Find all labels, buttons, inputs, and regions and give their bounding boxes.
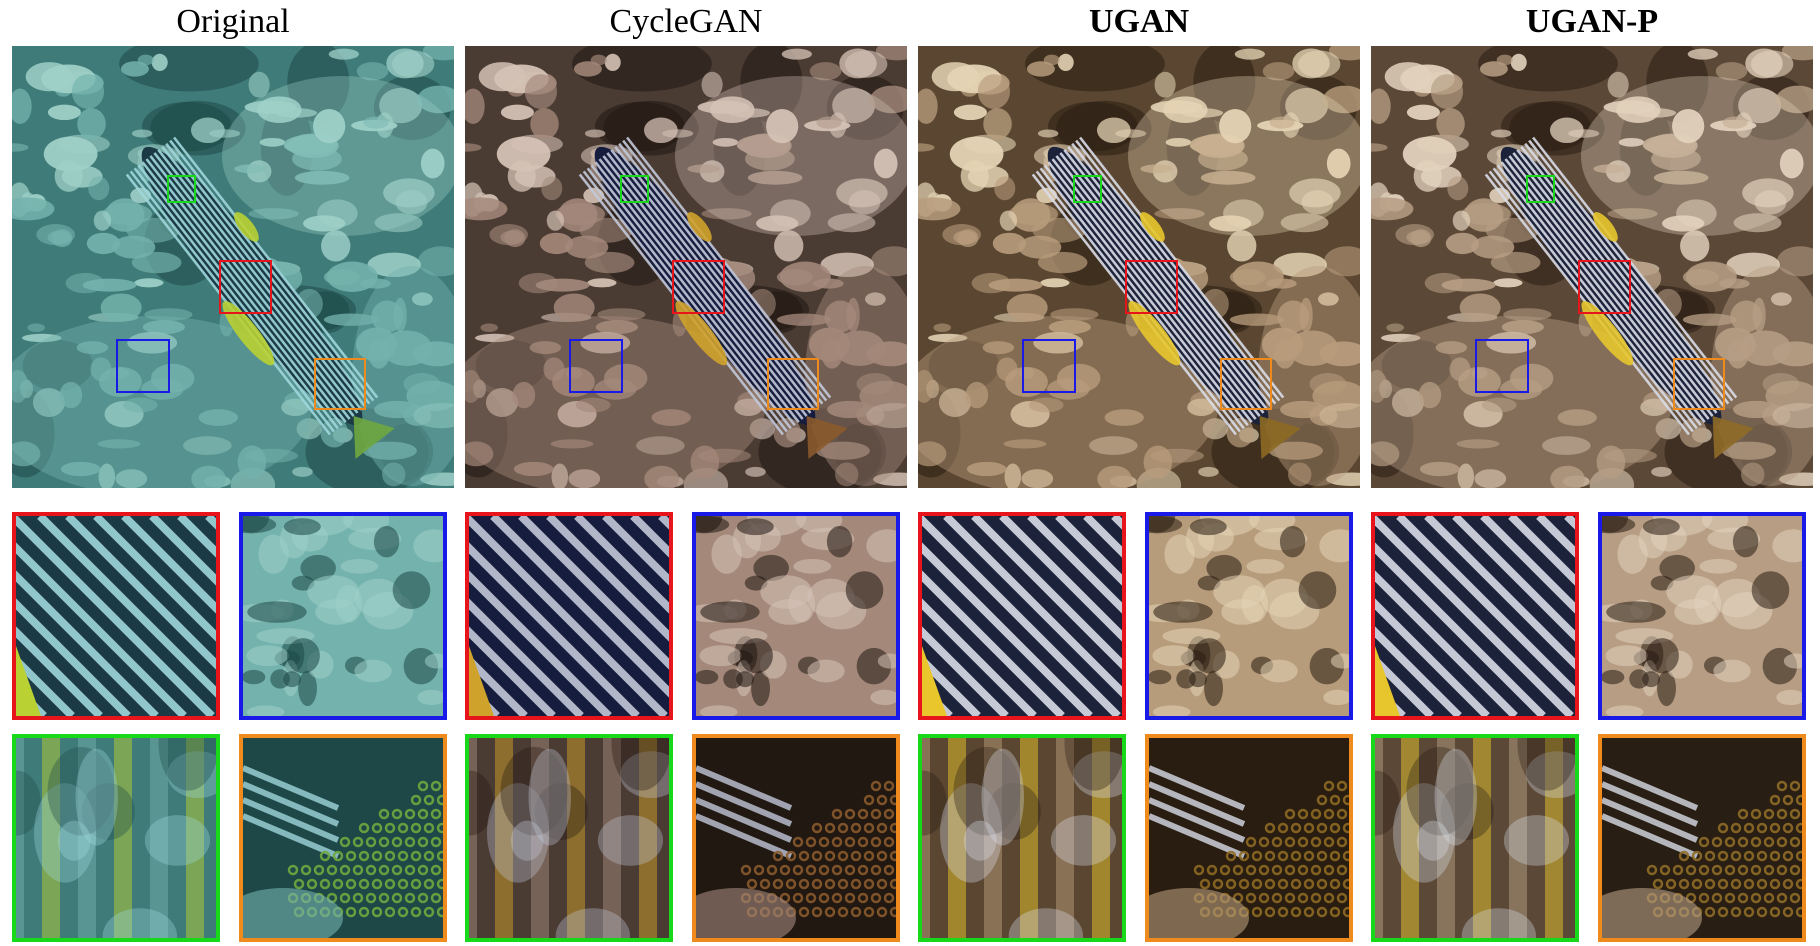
red-highlight-box: [219, 260, 272, 314]
red-zoom-crop-original: [12, 512, 220, 720]
column-title-ugan: UGAN: [1088, 3, 1190, 40]
orange-zoom-crop-cyclegan: [692, 734, 900, 942]
orange-zoom-crop-original: [239, 734, 447, 942]
blue-zoom-crop-cyclegan: [692, 512, 900, 720]
red-highlight-box: [672, 260, 725, 314]
red-zoom-crop-ugan: [918, 512, 1126, 720]
blue-highlight-box: [569, 339, 623, 393]
orange-highlight-box: [314, 358, 366, 410]
green-highlight-box: [620, 175, 649, 203]
blue-zoom-crop-ugan-p: [1598, 512, 1806, 720]
orange-zoom-crop-ugan-p: [1598, 734, 1806, 942]
blue-highlight-box: [116, 339, 170, 393]
orange-highlight-box: [1673, 358, 1725, 410]
column-title-ugan-p: UGAN-P: [1525, 3, 1659, 40]
blue-zoom-crop-original: [239, 512, 447, 720]
green-highlight-box: [1073, 175, 1102, 203]
main-image-original: [12, 46, 454, 488]
main-image-cyclegan: [465, 46, 907, 488]
main-image-ugan: [918, 46, 1360, 488]
green-highlight-box: [167, 175, 196, 203]
red-zoom-crop-cyclegan: [465, 512, 673, 720]
blue-zoom-crop-ugan: [1145, 512, 1353, 720]
red-highlight-box: [1125, 260, 1178, 314]
orange-zoom-crop-ugan: [1145, 734, 1353, 942]
green-zoom-crop-original: [12, 734, 220, 942]
orange-highlight-box: [767, 358, 819, 410]
green-zoom-crop-ugan-p: [1371, 734, 1579, 942]
red-zoom-crop-ugan-p: [1371, 512, 1579, 720]
red-highlight-box: [1578, 260, 1631, 314]
blue-highlight-box: [1475, 339, 1529, 393]
green-zoom-crop-cyclegan: [465, 734, 673, 942]
orange-highlight-box: [1220, 358, 1272, 410]
column-title-cyclegan: CycleGAN: [609, 3, 763, 40]
green-zoom-crop-ugan: [918, 734, 1126, 942]
blue-highlight-box: [1022, 339, 1076, 393]
column-title-original: Original: [176, 3, 290, 40]
main-image-ugan-p: [1371, 46, 1813, 488]
green-highlight-box: [1526, 175, 1555, 203]
